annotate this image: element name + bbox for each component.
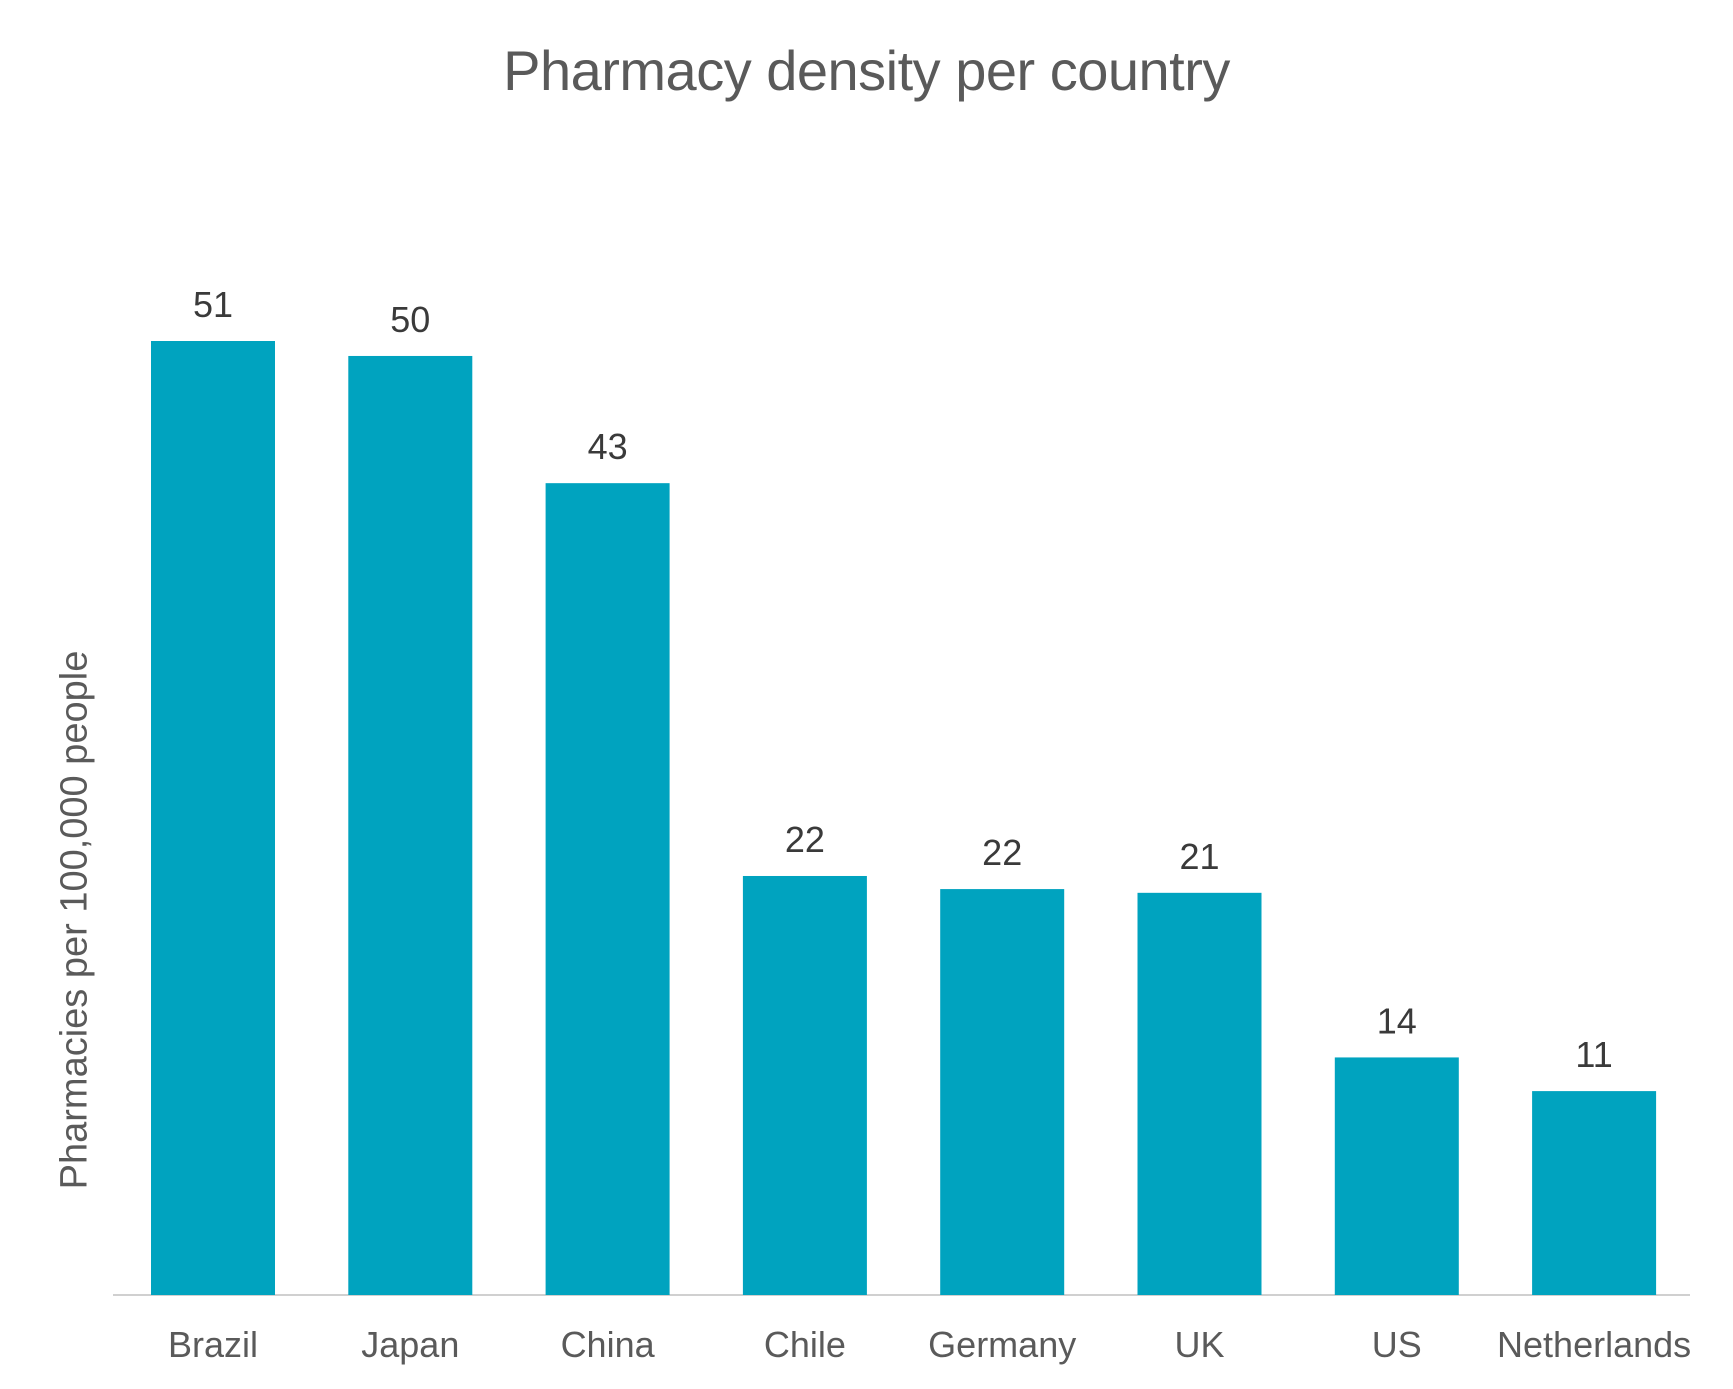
data-label-netherlands: 11 — [1575, 1034, 1612, 1075]
bar-germany — [940, 889, 1065, 1295]
x-tick-label-china: China — [561, 1324, 656, 1365]
x-tick-label-japan: Japan — [361, 1324, 459, 1365]
data-label-uk: 21 — [1179, 836, 1219, 877]
bar-us — [1334, 1057, 1459, 1295]
x-tick-label-brazil: Brazil — [168, 1324, 258, 1365]
bar-japan — [348, 355, 473, 1295]
data-label-chile: 22 — [785, 819, 825, 860]
x-tick-label-uk: UK — [1174, 1324, 1224, 1365]
data-label-germany: 22 — [982, 832, 1022, 873]
bar-uk — [1137, 892, 1262, 1295]
data-label-japan: 50 — [390, 299, 430, 340]
chart-title: Pharmacy density per country — [503, 39, 1230, 102]
data-label-china: 43 — [588, 426, 628, 467]
bar-netherlands — [1532, 1091, 1657, 1295]
x-tick-label-netherlands: Netherlands — [1497, 1324, 1691, 1365]
x-tick-label-us: US — [1372, 1324, 1422, 1365]
x-tick-label-chile: Chile — [764, 1324, 846, 1365]
bar-chile — [742, 875, 867, 1295]
bar-brazil — [151, 341, 275, 1295]
data-label-brazil: 51 — [193, 284, 233, 325]
data-label-us: 14 — [1377, 1000, 1417, 1041]
x-tick-label-germany: Germany — [928, 1324, 1076, 1365]
bar-china — [545, 483, 670, 1296]
